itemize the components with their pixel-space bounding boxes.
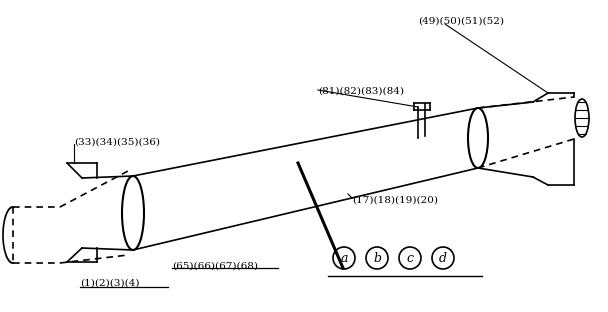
Text: a: a — [340, 252, 348, 266]
Text: c: c — [407, 252, 413, 266]
Text: (1)(2)(3)(4): (1)(2)(3)(4) — [80, 279, 139, 288]
Text: (33)(34)(35)(36): (33)(34)(35)(36) — [74, 138, 160, 147]
Text: (49)(50)(51)(52): (49)(50)(51)(52) — [418, 17, 504, 26]
Ellipse shape — [575, 99, 589, 137]
Text: b: b — [373, 252, 381, 266]
Text: (17)(18)(19)(20): (17)(18)(19)(20) — [352, 196, 438, 205]
Text: (65)(66)(67)(68): (65)(66)(67)(68) — [172, 262, 258, 271]
Text: d: d — [439, 252, 447, 266]
Text: (81)(82)(83)(84): (81)(82)(83)(84) — [318, 87, 404, 96]
